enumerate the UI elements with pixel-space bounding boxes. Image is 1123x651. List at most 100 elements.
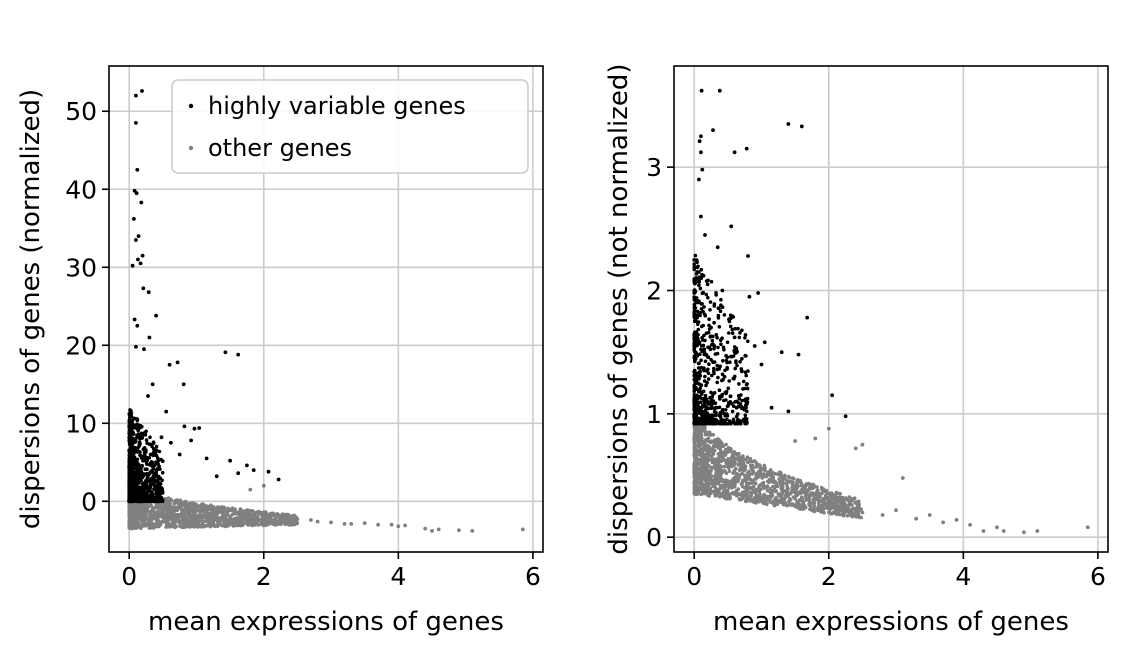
data-point: [171, 505, 175, 510]
data-point: [157, 449, 162, 454]
data-point: [259, 519, 263, 524]
data-point: [182, 510, 186, 514]
x-tick-label: 6: [525, 562, 541, 591]
data-point: [717, 458, 722, 463]
data-point: [780, 476, 785, 480]
data-point: [715, 363, 719, 368]
data-point: [697, 139, 702, 144]
data-point: [140, 432, 144, 436]
data-point: [228, 458, 233, 463]
data-point: [743, 336, 747, 340]
data-point: [703, 463, 708, 467]
x-tick-label: 6: [1090, 562, 1106, 591]
data-point: [285, 512, 290, 517]
data-point: [718, 464, 723, 468]
data-point: [703, 233, 707, 237]
data-point: [696, 320, 701, 324]
data-point: [697, 449, 702, 453]
data-point: [694, 296, 699, 300]
data-point: [144, 508, 149, 512]
data-point: [731, 484, 736, 489]
data-point: [188, 525, 192, 529]
data-point: [708, 335, 713, 339]
data-point: [139, 478, 143, 482]
data-point: [181, 525, 185, 529]
data-point: [722, 489, 726, 493]
data-point: [160, 491, 165, 495]
data-point: [817, 507, 822, 512]
data-point: [742, 407, 747, 412]
data-point: [738, 472, 743, 477]
data-point: [695, 309, 700, 314]
data-point: [255, 516, 260, 520]
data-point: [181, 518, 185, 523]
data-point: [144, 498, 148, 502]
data-point: [130, 436, 134, 441]
data-point: [127, 490, 131, 494]
data-point: [746, 486, 750, 490]
data-point: [199, 509, 203, 514]
data-point: [768, 479, 773, 484]
data-point: [742, 473, 747, 478]
data-point: [853, 511, 858, 515]
data-point: [803, 485, 807, 490]
data-point: [134, 417, 139, 421]
data-point: [751, 479, 755, 483]
data-point: [853, 446, 858, 451]
data-point: [713, 482, 718, 486]
data-point: [201, 506, 205, 511]
data-point: [725, 365, 729, 370]
data-point: [706, 377, 711, 381]
data-point: [692, 415, 696, 420]
legend-marker: [188, 103, 194, 109]
data-point: [712, 391, 717, 395]
data-point: [389, 522, 394, 527]
data-point: [699, 358, 703, 363]
data-point: [697, 370, 702, 375]
data-point: [712, 320, 716, 325]
data-point: [696, 366, 701, 370]
data-point: [156, 498, 161, 502]
data-point: [228, 518, 232, 522]
data-point: [724, 442, 728, 447]
y-tick-label: 30: [65, 253, 97, 282]
data-point: [272, 519, 276, 523]
data-point: [771, 480, 776, 485]
data-point: [715, 438, 720, 443]
data-point: [167, 511, 172, 516]
data-point: [226, 520, 230, 525]
data-point: [699, 88, 704, 93]
data-point: [711, 128, 715, 133]
data-point: [715, 351, 720, 356]
data-point: [843, 414, 848, 419]
data-point: [403, 523, 407, 528]
data-point: [746, 339, 750, 344]
data-point: [709, 405, 714, 410]
data-point: [235, 522, 239, 526]
data-point: [139, 523, 143, 527]
data-point: [152, 522, 157, 526]
data-point: [812, 504, 817, 508]
data-point: [762, 472, 766, 476]
data-point: [711, 399, 716, 403]
data-point: [181, 382, 186, 387]
data-point: [214, 474, 219, 479]
data-point: [727, 379, 731, 383]
data-point: [706, 459, 710, 463]
data-point: [206, 517, 211, 521]
data-point: [740, 478, 745, 483]
data-point: [697, 382, 701, 386]
data-point: [197, 426, 202, 430]
data-point: [718, 338, 723, 343]
data-point: [756, 291, 760, 295]
data-point: [699, 457, 704, 462]
data-point: [927, 513, 932, 517]
data-point: [702, 452, 706, 457]
data-point: [697, 440, 701, 444]
data-point: [217, 518, 221, 522]
data-point: [245, 463, 249, 468]
data-point: [752, 344, 757, 348]
data-point: [773, 503, 777, 507]
data-point: [140, 513, 145, 518]
